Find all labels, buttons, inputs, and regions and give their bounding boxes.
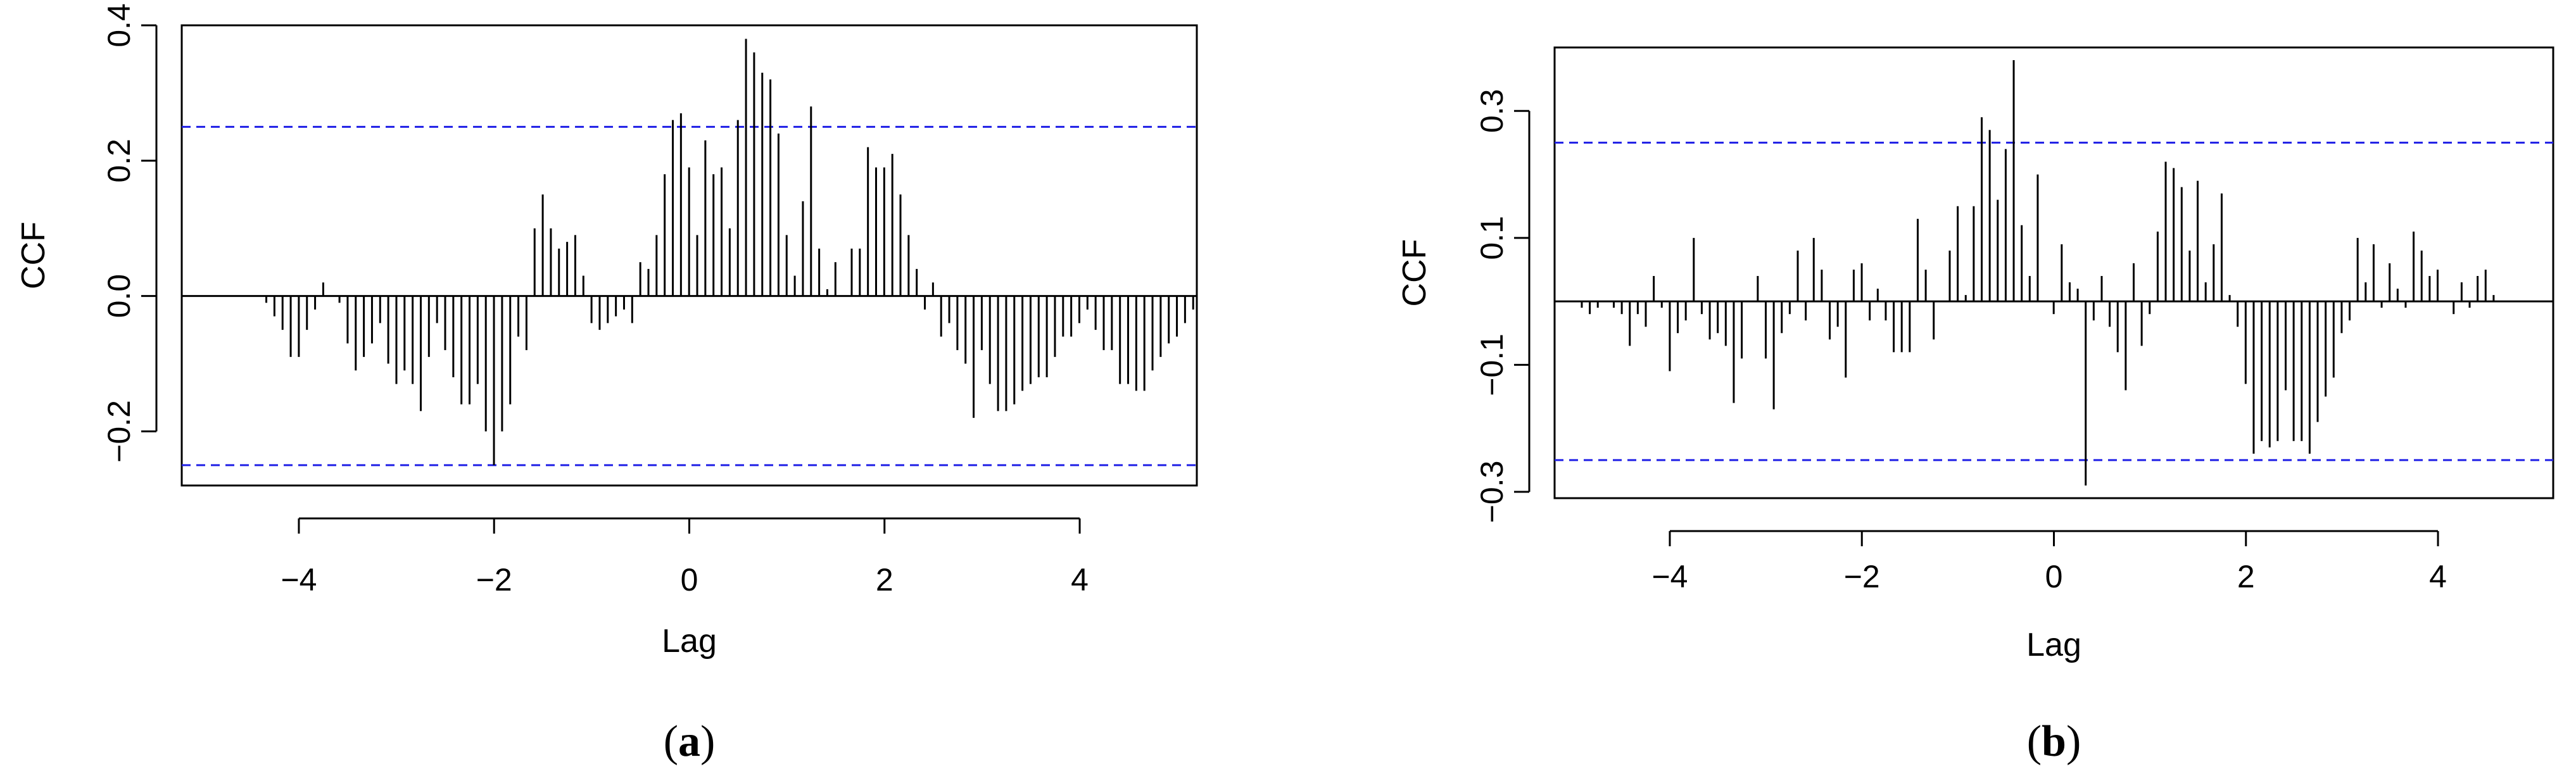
x-tick-label: 4	[2429, 559, 2447, 594]
x-tick-label: 0	[681, 562, 698, 598]
y-tick-label: −0.2	[101, 400, 137, 463]
y-tick-label: 0.0	[101, 274, 137, 318]
x-tick-label: −2	[1844, 559, 1880, 594]
y-axis-title: CCF	[1396, 239, 1433, 307]
y-tick-label: 0.4	[101, 3, 137, 47]
x-tick-label: −2	[476, 562, 512, 598]
panel-letter: b	[2042, 717, 2066, 766]
x-tick-label: 2	[876, 562, 893, 598]
y-tick-label: −0.3	[1474, 461, 1510, 523]
x-tick-label: 4	[1071, 562, 1089, 598]
x-tick-label: 0	[2045, 559, 2063, 594]
plot-frame	[180, 24, 1198, 487]
y-axis-title: CCF	[15, 222, 52, 289]
y-tick-label: −0.1	[1474, 334, 1510, 396]
y-tick-label: 0.3	[1474, 89, 1510, 134]
y-tick-label: 0.1	[1474, 216, 1510, 260]
x-tick-label: 2	[2237, 559, 2255, 594]
panel-a: −4 −2 0 2 4 −0.2 0.0 0.2 0.4 Lag CCF (a)	[15, 3, 1198, 766]
panel-label: (b)	[2027, 717, 2081, 766]
x-tick-label: −4	[281, 562, 317, 598]
y-tick-label: 0.2	[101, 139, 137, 183]
x-axis-title: Lag	[662, 623, 717, 660]
panel-label: (a)	[664, 717, 716, 766]
plot-frame	[1553, 46, 2554, 499]
x-axis-title: Lag	[2026, 627, 2081, 663]
panel-letter: a	[678, 717, 700, 766]
panel-b: −4 −2 0 2 4 −0.3 −0.1 0.1 0.3 Lag CCF (b)	[1396, 46, 2554, 766]
x-tick-label: −4	[1651, 559, 1688, 594]
